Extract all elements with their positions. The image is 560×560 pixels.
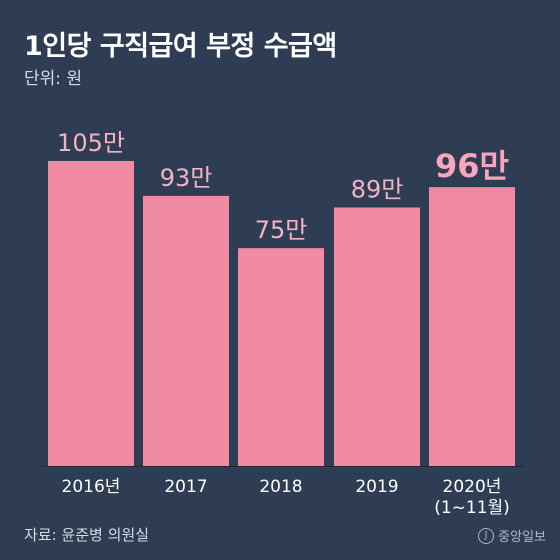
data-label-0: 105만 [57,129,125,157]
bar-1 [143,195,229,466]
category-label-1: 2017 [164,477,207,497]
category-label-0: 2016년 [62,477,121,497]
unit-label: 단위: 원 [24,69,83,89]
bar-4 [429,187,515,466]
category-label-4-line-1: (1~11월) [434,498,510,518]
data-label-3: 89만 [351,175,404,203]
bar-3 [334,207,420,466]
category-label-3: 2019 [355,477,398,497]
category-label-2: 2018 [259,477,302,497]
category-label-4: 2020년 [443,477,502,497]
bar-2 [238,248,324,466]
data-label-4: 96만 [435,147,509,185]
bar-0 [48,161,134,466]
logo-mark-icon: J [478,527,495,544]
publisher-logo: J 중앙일보 [478,526,546,545]
chart-title: 1인당 구직급여 부정 수급액 [24,31,337,62]
data-label-1: 93만 [160,164,213,192]
logo-text: 중앙일보 [498,530,546,545]
data-label-2: 75만 [255,216,308,244]
source-note: 자료: 윤준병 의원실 [24,526,149,544]
